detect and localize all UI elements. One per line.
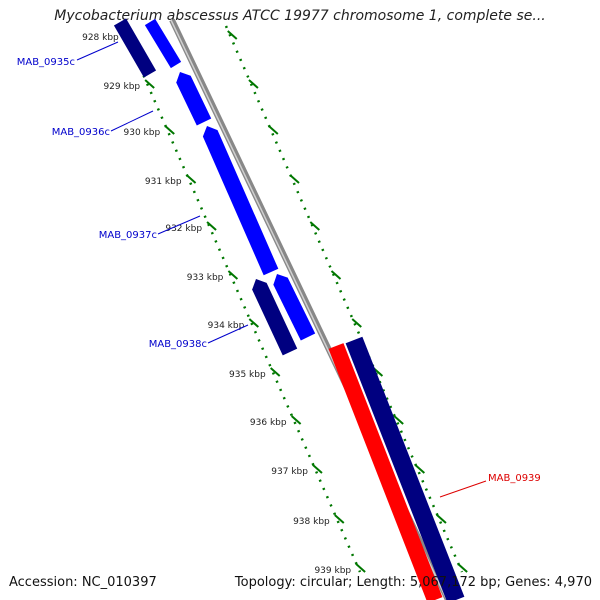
gene-label[interactable]: MAB_0936c — [52, 127, 110, 138]
tick-mark — [309, 221, 320, 231]
tick-label: 936 kbp — [250, 418, 287, 428]
tick-mark — [185, 174, 197, 184]
tick-mark — [334, 514, 345, 524]
tick-label: 930 kbp — [124, 128, 161, 138]
tick-label: 928 kbp — [82, 33, 119, 43]
tick-mark — [312, 464, 323, 474]
tick-label: 939 kbp — [314, 566, 351, 576]
tick-mark — [290, 415, 302, 425]
gene-label[interactable]: MAB_0938c — [149, 339, 207, 350]
tick-label: 931 kbp — [145, 177, 182, 187]
gene-label-leader — [76, 41, 119, 61]
tick-mark — [351, 318, 362, 328]
tick-mark — [355, 563, 366, 573]
tick-mark — [393, 415, 404, 425]
tick-mark — [164, 125, 175, 135]
tick-label: 938 kbp — [293, 517, 330, 527]
gene-label-leader — [110, 110, 154, 132]
tick-mark — [414, 464, 426, 474]
gene-label[interactable]: MAB_0939 — [488, 473, 541, 484]
gene-arrow-mab-0937c[interactable] — [202, 126, 279, 276]
gene-label-leader — [439, 480, 487, 498]
tick-mark — [227, 270, 239, 280]
map-title: Mycobacterium abscessus ATCC 19977 chrom… — [54, 8, 546, 24]
tick-label: 935 kbp — [229, 370, 266, 380]
outer-tick-rail — [224, 25, 464, 573]
tick-label: 937 kbp — [271, 467, 308, 477]
gene-layer[interactable] — [113, 18, 465, 600]
gene-arrow-mab-0935c[interactable] — [144, 18, 182, 69]
tick-mark — [248, 79, 259, 89]
gene-label[interactable]: MAB_0937c — [99, 230, 157, 241]
tick-mark — [144, 79, 155, 89]
topology-summary: Topology: circular; Length: 5,067,172 bp… — [234, 575, 592, 590]
gene-arrow-mab-0936c[interactable] — [176, 72, 212, 126]
tick-label: 933 kbp — [187, 273, 224, 283]
accession-text: Accession: NC_010397 — [9, 575, 157, 590]
tick-mark — [457, 563, 468, 573]
tick-mark — [248, 318, 259, 328]
tick-mark — [270, 367, 281, 377]
inner-tick-rail — [120, 25, 362, 573]
gene-label-leader — [157, 215, 201, 235]
tick-label: 934 kbp — [208, 321, 245, 331]
gene-arrow-mab-0935c[interactable] — [113, 18, 157, 78]
tick-label: 929 kbp — [103, 82, 140, 92]
gene-arrow-mab-0939[interactable] — [328, 343, 443, 600]
tick-mark — [330, 270, 342, 280]
tick-mark — [289, 174, 300, 184]
tick-mark — [436, 514, 447, 524]
gene-label-layer: MAB_0935c MAB_0936c MAB_0937c MAB_0938c MAB_… — [17, 41, 541, 498]
tick-mark — [206, 221, 217, 231]
tick-mark — [268, 125, 279, 135]
gene-arrow-mab-0938c[interactable] — [252, 279, 298, 356]
tick-mark — [227, 30, 238, 40]
gene-arrow-mab-0938c-adjacent[interactable] — [273, 274, 316, 341]
tick-label: 932 kbp — [165, 224, 202, 234]
gene-arrow-mab-0939-adjacent[interactable] — [345, 336, 465, 600]
gene-label[interactable]: MAB_0935c — [17, 57, 75, 68]
gene-label-leader — [207, 324, 249, 344]
